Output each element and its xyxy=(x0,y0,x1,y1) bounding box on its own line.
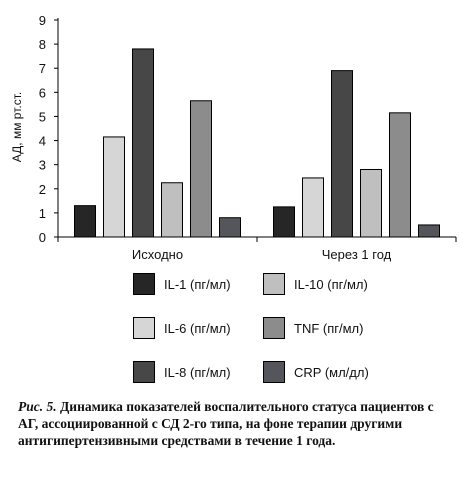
legend-swatch xyxy=(263,317,285,339)
legend-swatch xyxy=(133,317,155,339)
axes xyxy=(57,18,457,242)
legend-swatch xyxy=(263,361,285,383)
y-tick-label: 9 xyxy=(39,13,46,28)
legend-swatch xyxy=(133,361,155,383)
bar-il-10-baseline xyxy=(161,182,183,238)
y-tick-label: 4 xyxy=(39,134,46,149)
bar-chart: АД, мм рт.ст. 0 1 2 3 4 5 6 7 8 9 Исходно Через 1 … xyxy=(10,13,457,262)
y-axis-ticks: 0 1 2 3 4 5 6 7 8 9 xyxy=(39,13,58,245)
bar-il-1-baseline xyxy=(74,205,96,238)
y-tick-label: 8 xyxy=(39,37,46,52)
figure-caption: Рис. 5. Динамика показателей воспалитель… xyxy=(18,398,448,449)
bar-crp-baseline xyxy=(219,217,241,238)
legend: IL-1 (пг/мл) IL-10 (пг/мл) IL-6 (пг/мл) TNF… xyxy=(133,270,463,385)
legend-item: IL-6 (пг/мл) xyxy=(133,317,231,339)
y-tick-label: 6 xyxy=(39,85,46,100)
legend-label: CRP (мл/дл) xyxy=(294,364,369,380)
legend-item: IL-1 (пг/мл) xyxy=(133,273,231,295)
bar-il-1-after-1-year xyxy=(273,206,295,238)
bar-il-8-after-1-year xyxy=(331,70,353,238)
legend-label: IL-10 (пг/мл) xyxy=(294,276,368,292)
bar-group xyxy=(74,48,440,238)
y-tick-label: 0 xyxy=(39,230,46,245)
bar-il-6-after-1-year xyxy=(302,177,324,238)
y-tick-label: 3 xyxy=(39,158,46,173)
y-tick-label: 2 xyxy=(39,182,46,197)
legend-item: TNF (пг/мл) xyxy=(263,317,363,339)
y-axis-label: АД, мм рт.ст. xyxy=(10,92,24,162)
category-labels: Исходно Через 1 год xyxy=(132,247,392,262)
bar-crp-after-1-year xyxy=(418,224,440,238)
legend-swatch xyxy=(133,273,155,295)
y-tick-label: 5 xyxy=(39,109,46,124)
legend-item: IL-10 (пг/мл) xyxy=(263,273,368,295)
bar-il-10-after-1-year xyxy=(360,168,382,238)
caption-prefix: Рис. 5. xyxy=(18,399,57,414)
bar-il-6-baseline xyxy=(103,136,125,238)
bar-tnf-after-1-year xyxy=(389,112,411,238)
legend-item: CRP (мл/дл) xyxy=(263,361,369,383)
x-category-label: Через 1 год xyxy=(322,247,392,262)
legend-swatch xyxy=(263,273,285,295)
legend-item: IL-8 (пг/мл) xyxy=(133,361,231,383)
bar-tnf-baseline xyxy=(190,100,212,238)
x-category-label: Исходно xyxy=(132,247,183,262)
legend-label: TNF (пг/мл) xyxy=(294,320,364,336)
legend-label: IL-6 (пг/мл) xyxy=(164,320,231,336)
legend-label: IL-1 (пг/мл) xyxy=(164,276,231,292)
y-tick-label: 7 xyxy=(39,61,46,76)
y-tick-label: 1 xyxy=(39,206,46,221)
bar-il-8-baseline xyxy=(132,48,154,238)
caption-text: Динамика показателей воспалительного ста… xyxy=(18,399,434,448)
legend-label: IL-8 (пг/мл) xyxy=(164,364,231,380)
